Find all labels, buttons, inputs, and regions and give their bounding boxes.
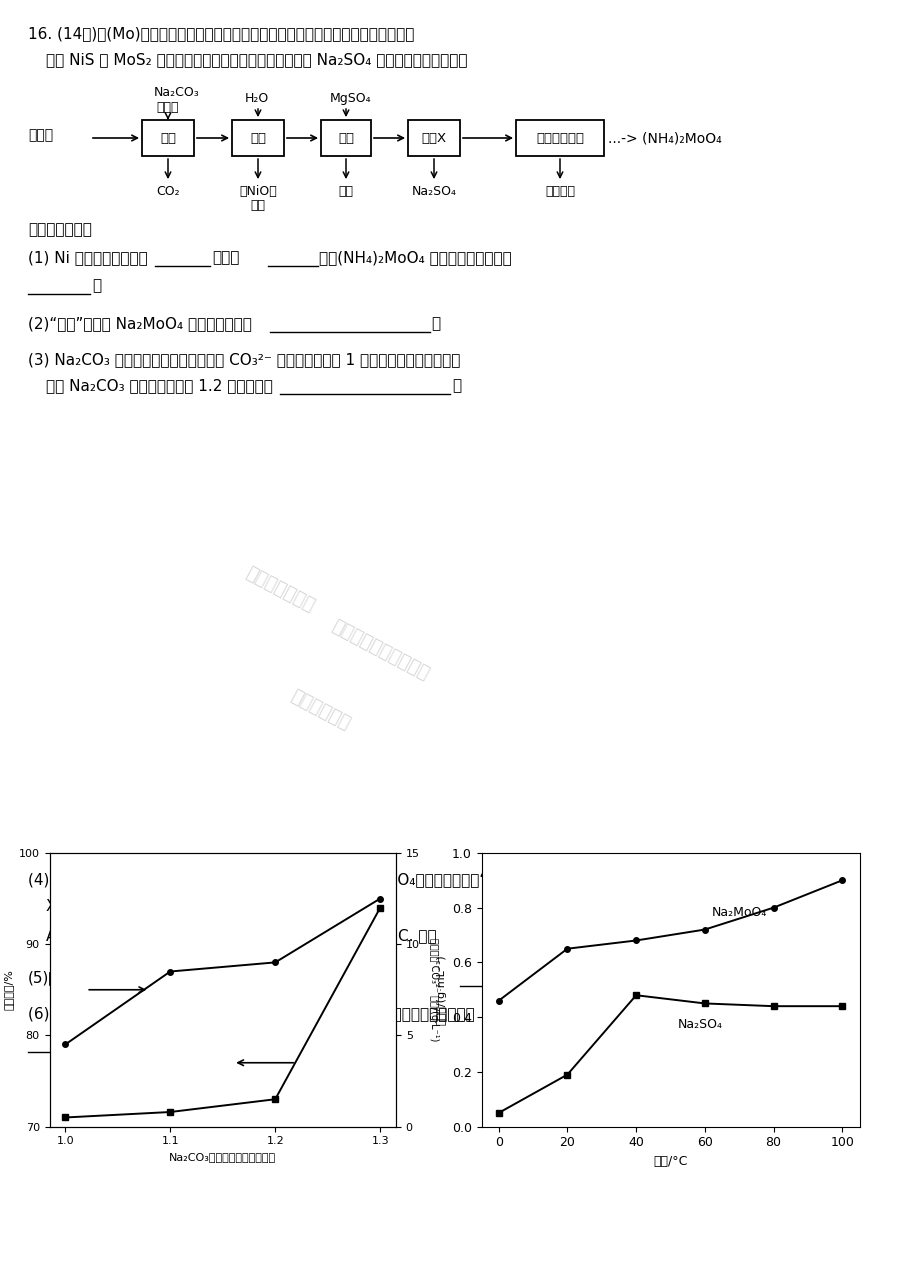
Text: 镖钒矿: 镖钒矿 <box>28 129 53 143</box>
Text: ...-> (NH₄)₂MoO₄: ...-> (NH₄)₂MoO₄ <box>608 131 722 145</box>
Text: 图 2: 图 2 <box>706 855 730 869</box>
Text: 离子交换萸取: 离子交换萸取 <box>536 131 584 145</box>
Text: 含NiO的: 含NiO的 <box>239 185 277 199</box>
Text: 族。(NH₄)₂MoO₄ 中钒元素的化合价为: 族。(NH₄)₂MoO₄ 中钒元素的化合价为 <box>319 250 512 265</box>
Bar <box>408 120 460 157</box>
Text: Na₂SO₄: Na₂SO₄ <box>678 1018 723 1031</box>
Text: CO₂: CO₂ <box>157 185 180 199</box>
Text: 选择 Na₂CO₃ 用量为理论用量 1.2 倍的原因：: 选择 Na₂CO₃ 用量为理论用量 1.2 倍的原因： <box>46 378 273 393</box>
Text: B. 低温结晶: B. 低温结晶 <box>222 928 279 943</box>
Text: D. 萨取: D. 萨取 <box>530 928 570 943</box>
Text: 微信搜索小程序: 微信搜索小程序 <box>243 564 318 616</box>
Bar <box>142 120 194 157</box>
Text: (4) Na₂MoO₄、Na₂SO₄ 的溶解度曲线如图 2 所示，为充分分离 Na₂SO₄，工艺流程中的“操作: (4) Na₂MoO₄、Na₂SO₄ 的溶解度曲线如图 2 所示，为充分分离 N… <box>28 872 506 887</box>
Text: (6)(NH₄)₂MoO₄ 分解可得 MoO₃。高温下，用铝粉还原 MoO₃ 得到金属钒的化学方程式为: (6)(NH₄)₂MoO₄ 分解可得 MoO₃。高温下，用铝粉还原 MoO₃ 得… <box>28 1006 475 1021</box>
Text: 图 1: 图 1 <box>184 855 207 869</box>
Text: 。: 。 <box>431 316 440 331</box>
Text: 浸取: 浸取 <box>250 131 266 145</box>
X-axis label: Na₂CO₃用量为理论用量的倍数: Na₂CO₃用量为理论用量的倍数 <box>169 1152 276 1162</box>
Text: Na₂CO₃: Na₂CO₃ <box>154 87 200 99</box>
Text: 操作X: 操作X <box>421 131 446 145</box>
Text: A. 蕉发结晶: A. 蕉发结晶 <box>46 928 103 943</box>
Bar <box>321 120 371 157</box>
Text: 浸渣: 浸渣 <box>250 199 266 213</box>
Text: H₂O: H₂O <box>245 92 269 104</box>
Text: 交换溶液: 交换溶液 <box>545 185 575 199</box>
Text: 。: 。 <box>452 378 461 393</box>
X-axis label: 温度/°C: 温度/°C <box>653 1155 688 1167</box>
Text: (5)为充分利用资源，“离子交换萸取”步骤产生的交换溶液应返回“: (5)为充分利用资源，“离子交换萸取”步骤产生的交换溶液应返回“ <box>28 970 310 985</box>
Text: (3) Na₂CO₃ 用量对钒浸出率和浸取液中 CO₃²⁻ 浓度的影响如图 1 所示，试分析实际生产中: (3) Na₂CO₃ 用量对钒浸出率和浸取液中 CO₃²⁻ 浓度的影响如图 1 … <box>28 353 461 367</box>
Bar <box>232 120 284 157</box>
Text: C. 蔓馏: C. 蔓馏 <box>398 928 436 943</box>
Text: (填标号)。: (填标号)。 <box>168 897 216 913</box>
Bar <box>516 120 604 157</box>
Text: 钒以 NiS 和 MoS₂ 形式存在，从镖钒矿中分离钒，并得到 Na₂SO₄ 的一种工艺流程如下：: 钒以 NiS 和 MoS₂ 形式存在，从镖钒矿中分离钒，并得到 Na₂SO₄ 的… <box>46 52 467 67</box>
Text: ”步骤。: ”步骤。 <box>524 970 559 985</box>
Text: 第一时间获取最新资料: 第一时间获取最新资料 <box>328 617 432 684</box>
Text: 周期第: 周期第 <box>212 250 239 265</box>
Text: Na₂SO₄: Na₂SO₄ <box>411 185 456 199</box>
Y-axis label: 浸取液中 CO₃²⁻ 浓度/(g·L⁻¹): 浸取液中 CO₃²⁻ 浓度/(g·L⁻¹) <box>429 938 439 1041</box>
Text: 净化: 净化 <box>338 131 354 145</box>
Text: 。: 。 <box>172 1036 181 1051</box>
Y-axis label: 钒浸出率/%: 钒浸出率/% <box>4 969 13 1011</box>
Text: 16. (14分)钒(Mo)及其化合物广泛地应用于医疗卫生、国防等领域。某镖钒矿中的镖和: 16. (14分)钒(Mo)及其化合物广泛地应用于医疗卫生、国防等领域。某镖钒矿… <box>28 25 414 41</box>
Text: Na₂MoO₄: Na₂MoO₄ <box>712 906 767 919</box>
Text: X”应为: X”应为 <box>46 897 82 913</box>
Text: 焙烧: 焙烧 <box>160 131 176 145</box>
Text: 通空气: 通空气 <box>156 101 178 115</box>
Text: 。: 。 <box>92 278 101 293</box>
Text: (1) Ni 位于元素周期表第: (1) Ni 位于元素周期表第 <box>28 250 148 265</box>
Y-axis label: 溶解度/(g·mL⁻¹): 溶解度/(g·mL⁻¹) <box>436 955 446 1025</box>
Text: 高考自助知道: 高考自助知道 <box>287 687 353 733</box>
Text: MgSO₄: MgSO₄ <box>330 92 372 104</box>
Text: 回答下列问题：: 回答下列问题： <box>28 222 92 237</box>
Text: (2)“焙烧”中生成 Na₂MoO₄ 的化学方程式为: (2)“焙烧”中生成 Na₂MoO₄ 的化学方程式为 <box>28 316 252 331</box>
Text: 滤渣: 滤渣 <box>338 185 354 199</box>
